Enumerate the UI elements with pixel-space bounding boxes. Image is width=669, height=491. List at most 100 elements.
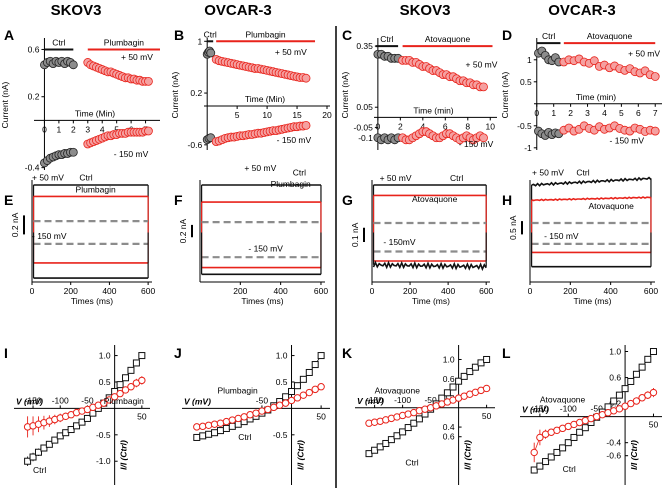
data-point	[632, 370, 640, 378]
trace-label: Ctrl	[79, 172, 92, 182]
scale-bar-label: 0.2 nA	[178, 218, 188, 243]
data-point	[68, 60, 78, 70]
data-point	[83, 414, 91, 422]
x-axis-label: Time (Min)	[245, 94, 285, 104]
scale-bar-label: 0.1 nA	[350, 222, 360, 247]
y-tick-label: 0.6	[609, 373, 621, 383]
data-point	[393, 432, 401, 440]
data-point	[610, 397, 618, 405]
x-tick-label: 5	[619, 108, 624, 118]
data-point	[210, 420, 219, 428]
x-tick-label: 8	[465, 121, 470, 131]
y-axis-label: Current (nA)	[500, 71, 510, 118]
scale-bar-label: 0.2 nA	[10, 212, 20, 237]
data-point	[305, 368, 313, 376]
series-label: Ctrl	[563, 464, 576, 474]
data-point	[122, 374, 130, 382]
y-axis-label: I/I (Ctrl)	[119, 440, 129, 470]
y-tick-label: 1.0	[99, 351, 111, 361]
y-axis-label: Current (nA)	[170, 71, 180, 118]
y-axis-label: I/I (Ctrl)	[629, 440, 639, 470]
trace-label: + 50 mV	[32, 172, 64, 182]
y-tick-label: 0.6	[28, 44, 40, 54]
y-tick-label: 0.2	[28, 92, 40, 102]
data-point	[301, 73, 311, 83]
trace-label: + 50 mV	[532, 168, 564, 178]
y-tick-label: 0.5	[99, 377, 111, 387]
x-tick-label: 600	[314, 286, 328, 296]
data-point	[299, 391, 308, 399]
header-skov3-plumbagin: SKOV3	[51, 2, 102, 19]
data-point	[205, 430, 213, 438]
data-point	[116, 389, 124, 398]
data-point	[228, 422, 236, 430]
treatment-bar-label: Ctrl	[204, 29, 217, 39]
data-point	[632, 397, 641, 405]
y-tick-label: 0.2	[443, 393, 455, 403]
data-point	[24, 457, 32, 465]
y-tick-label: 0.05	[356, 102, 373, 112]
x-tick-label: 600	[644, 286, 658, 296]
x-axis-label: V (mV)	[184, 396, 211, 406]
data-point	[449, 383, 457, 391]
treatment-bar-label: Ctrl	[542, 31, 555, 41]
x-tick-label: 50	[649, 420, 659, 430]
x-tick-label: -50	[81, 395, 94, 405]
data-point	[234, 414, 242, 423]
trace-label: - 150 mV	[544, 231, 579, 241]
x-axis-label: V (mV)	[357, 396, 384, 406]
data-point	[34, 448, 42, 456]
data-point	[479, 82, 488, 92]
panel-i-iv-curve: -150 -100 -50 50 0.5 1.0 -0.5 -1.0 V (mV) I/I (Ct…	[14, 345, 150, 485]
x-tick-label: -100	[52, 395, 69, 405]
y-axis-label: Current (nA)	[340, 71, 350, 118]
y-tick-label: 0.6	[443, 432, 455, 442]
data-point	[311, 361, 319, 369]
x-tick-label: 400	[604, 286, 618, 296]
x-axis-label: Time (ms)	[574, 296, 612, 306]
panel-label-f: F	[174, 192, 183, 208]
data-point	[116, 381, 124, 389]
panel-label-g: G	[342, 192, 353, 208]
x-tick-label: 4	[100, 124, 105, 134]
current-trace	[531, 176, 652, 187]
data-point	[288, 387, 296, 395]
data-point	[121, 386, 130, 394]
panel-label-i: I	[4, 345, 8, 361]
x-tick-label: 1	[57, 124, 62, 134]
data-point	[479, 133, 488, 143]
data-point	[650, 126, 660, 136]
x-tick-label: 200	[563, 286, 577, 296]
data-point	[311, 385, 319, 394]
data-point	[193, 423, 201, 431]
y-tick-label: -0.5	[517, 121, 532, 131]
data-point	[570, 433, 578, 441]
data-point	[258, 407, 266, 415]
data-point	[216, 419, 225, 427]
data-point	[382, 439, 390, 447]
y-tick-label: 0.2	[190, 88, 202, 98]
trace-label: Ctrl	[576, 168, 589, 178]
trace-label: Ctrl	[450, 173, 463, 183]
data-point	[206, 48, 216, 58]
x-tick-label: -100	[394, 395, 411, 405]
header-ovcar3-plumbagin: OVCAR-3	[204, 2, 272, 19]
data-point	[530, 466, 538, 474]
x-axis-label: Time (Min)	[75, 108, 115, 118]
data-point	[222, 424, 230, 432]
y-tick-label: -0.6	[606, 451, 621, 461]
panel-d-time-course: -1 -0.5 0.5 1 0 1 2 3 4 5 6 7 Time (min) Current (nA)…	[500, 31, 662, 153]
x-axis-label: V (mV)	[16, 396, 43, 406]
x-axis-label: Time (min)	[413, 105, 453, 115]
y-tick-label: -0.1	[358, 133, 373, 143]
y-tick-label: -1.0	[96, 456, 111, 466]
voltage-label: + 50 mV	[121, 52, 153, 62]
x-tick-label: 50	[482, 411, 492, 421]
x-axis-label: Time (ms)	[412, 296, 450, 306]
series-label: Ctrl	[33, 465, 46, 475]
data-point	[621, 385, 629, 393]
